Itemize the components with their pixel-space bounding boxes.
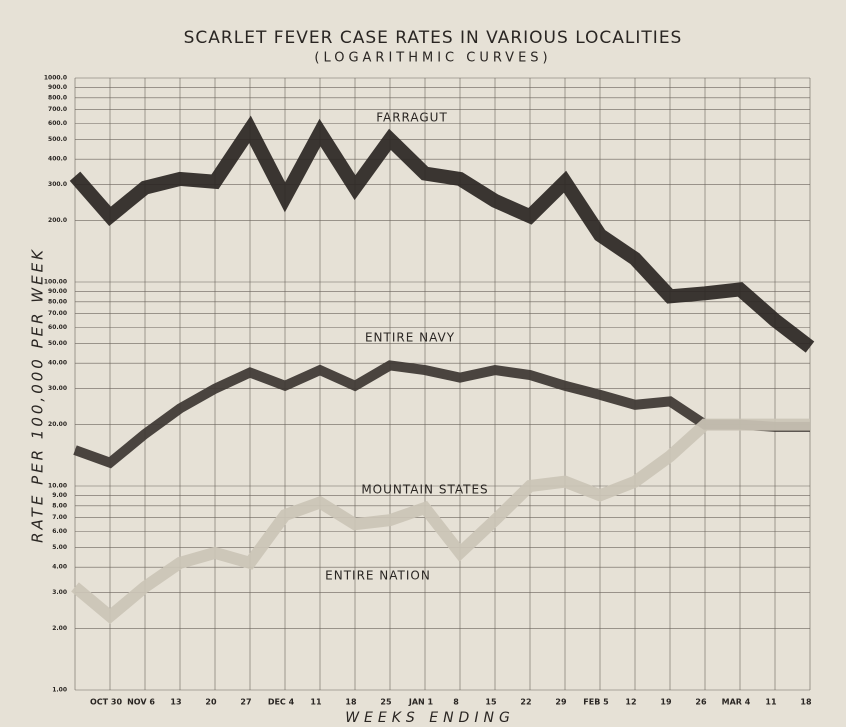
x-tick-label: DEC 4 xyxy=(268,698,295,707)
chart-title: SCARLET FEVER CASE RATES IN VARIOUS LOCA… xyxy=(184,28,683,48)
annotation: FARRAGUT xyxy=(376,111,448,125)
series-line xyxy=(69,115,815,353)
x-tick-label: 22 xyxy=(520,698,531,707)
series-line xyxy=(71,418,810,625)
y-tick-label: 700.0 xyxy=(48,106,67,113)
x-tick-label: 18 xyxy=(345,698,357,707)
x-tick-label: MAR 4 xyxy=(722,698,751,707)
x-tick-label: 15 xyxy=(485,698,497,707)
y-tick-label: 800.0 xyxy=(48,94,67,101)
y-tick-label: 10.00 xyxy=(48,483,67,490)
annotation: ENTIRE NAVY xyxy=(365,331,455,345)
y-tick-label: 80.00 xyxy=(48,298,67,305)
y-tick-label: 500.0 xyxy=(48,136,67,143)
y-tick-label: 20.00 xyxy=(48,421,67,428)
x-tick-label: 25 xyxy=(380,698,392,707)
x-tick-label: NOV 6 xyxy=(127,698,155,707)
y-tick-label: 70.00 xyxy=(48,310,67,317)
x-tick-label: 29 xyxy=(555,698,567,707)
x-tick-label: 19 xyxy=(660,698,672,707)
y-tick-label: 7.00 xyxy=(52,514,67,521)
x-tick-label: 20 xyxy=(205,698,217,707)
y-tick-label: 9.00 xyxy=(52,492,67,499)
x-tick-label: 13 xyxy=(170,698,181,707)
y-tick-label: 5.00 xyxy=(52,544,67,551)
y-tick-label: 40.00 xyxy=(48,360,67,367)
y-tick-label: 3.00 xyxy=(52,589,67,596)
y-tick-label: 100.00 xyxy=(44,279,67,286)
x-tick-label: 8 xyxy=(453,698,459,707)
chart-subtitle: (LOGARITHMIC CURVES) xyxy=(314,51,551,66)
x-tick-label: FEB 5 xyxy=(583,698,609,707)
y-tick-label: 4.00 xyxy=(52,564,67,571)
x-tick-label: JAN 1 xyxy=(408,698,434,707)
y-tick-label: 60.00 xyxy=(48,324,67,331)
y-tick-label: 50.00 xyxy=(48,340,67,347)
x-axis-label: WEEKS ENDING xyxy=(345,710,515,726)
y-tick-label: 30.00 xyxy=(48,385,67,392)
y-tick-label: 8.00 xyxy=(52,502,67,509)
x-tick-label: 12 xyxy=(625,698,636,707)
y-tick-label: 200.0 xyxy=(48,217,67,224)
y-axis-label: RATE PER 100,000 PER WEEK xyxy=(29,247,47,543)
y-tick-label: 900.0 xyxy=(48,84,67,91)
x-tick-label: 11 xyxy=(765,698,777,707)
y-tick-label: 1000.0 xyxy=(44,75,67,82)
y-tick-label: 2.00 xyxy=(52,625,67,632)
y-tick-label: 400.0 xyxy=(48,156,67,163)
x-tick-label: OCT 30 xyxy=(90,698,122,707)
y-tick-label: 90.00 xyxy=(48,288,67,295)
series-line xyxy=(73,360,810,469)
annotation: ENTIRE NATION xyxy=(325,569,431,583)
annotation: MOUNTAIN STATES xyxy=(361,483,488,497)
y-tick-label: 1.00 xyxy=(52,687,67,694)
x-tick-label: 27 xyxy=(240,698,251,707)
y-tick-label: 6.00 xyxy=(52,528,67,535)
x-tick-label: 18 xyxy=(800,698,812,707)
y-tick-label: 600.0 xyxy=(48,120,67,127)
x-tick-label: 26 xyxy=(695,698,707,707)
y-tick-label: 300.0 xyxy=(48,181,67,188)
x-tick-label: 11 xyxy=(310,698,322,707)
